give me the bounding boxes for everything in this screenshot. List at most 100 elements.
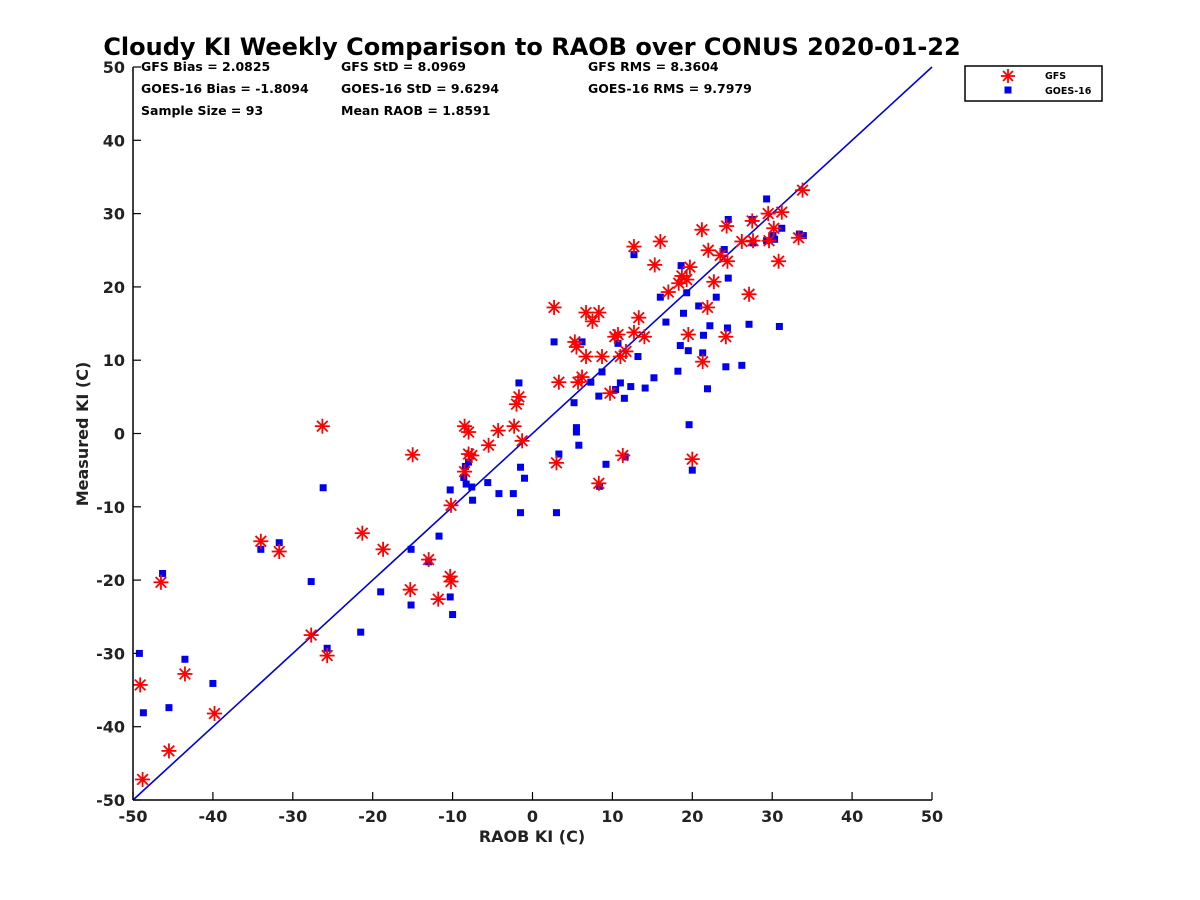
goes16-point [778,224,786,232]
goes16-point [517,509,525,517]
one-to-one-line [132,66,933,801]
gfs-point [153,574,169,590]
gfs-point [578,349,594,365]
y-axis-label: Measured KI (C) [73,362,92,507]
goes16-point [555,450,563,458]
goes16-point [722,363,730,371]
legend-gfs-marker [1001,69,1015,83]
goes16-point [435,532,443,540]
goes16-point [650,374,658,382]
gfs-point [761,233,777,249]
gfs-point [615,447,631,463]
gfs-point [443,574,459,590]
y-tick-label: -50 [96,791,125,810]
gfs-point [481,437,497,453]
gfs-point [430,591,446,607]
gfs-point [546,299,562,315]
gfs-point [706,274,722,290]
gfs-point [551,374,567,390]
gfs-point [631,310,647,326]
goes16-point [181,655,189,663]
goes16-point [595,392,603,400]
x-tick-label: 30 [761,807,783,826]
goes16-point [680,309,688,317]
gfs-point [354,525,370,541]
goes16-point [775,322,783,330]
goes16-point [446,486,454,494]
gfs-point [652,233,668,249]
gfs-point [206,706,222,722]
goes16-point [683,289,691,297]
x-tick-label: -30 [278,807,307,826]
goes16-point [469,496,477,504]
stat-goes16-bias: GOES-16 Bias = -1.8094 [141,81,309,96]
goes16-point [799,232,807,240]
gfs-point [636,329,652,345]
goes16-point [552,509,560,517]
chart-title: Cloudy KI Weekly Comparison to RAOB over… [103,33,960,61]
gfs-point [766,220,782,236]
goes16-point [685,421,693,429]
gfs-point [591,305,607,321]
goes16-point [695,302,703,310]
goes16-point [515,379,523,387]
gfs-point [574,369,590,385]
goes16-point [634,353,642,361]
gfs-point [774,204,790,220]
goes16-point [706,322,714,330]
gfs-point [584,313,600,329]
gfs-point [402,582,418,598]
goes16-point [699,349,707,357]
goes16-point [720,246,728,254]
gfs-point [719,253,735,269]
goes16-point [465,458,473,466]
goes16-point [614,339,622,347]
goes16-point [738,361,746,369]
gfs-point [699,299,715,315]
goes16-point [616,379,624,387]
goes16-point [550,338,558,346]
goes16-point [630,251,638,259]
goes16-point [699,331,707,339]
goes16-point [446,593,454,601]
legend-goes16-label: GOES-16 [1045,86,1092,97]
goes16-point [407,601,415,609]
gfs-point [791,230,807,246]
gfs-point [457,464,473,480]
gfs-point [548,455,564,471]
gfs-point [568,339,584,355]
gfs-point [684,451,700,467]
gfs-point [177,666,193,682]
gfs-point [314,418,330,434]
gfs-point [421,552,437,568]
gfs-point [660,284,676,300]
goes16-point [319,484,327,492]
gfs-point [405,447,421,463]
goes16-point [724,274,732,282]
goes16-point [674,367,682,375]
stat-gfs-bias: GFS Bias = 2.0825 [141,59,270,74]
stat-sample-size: Sample Size = 93 [141,103,263,118]
y-tick-label: 50 [103,58,125,77]
stat-goes16-rms: GOES-16 RMS = 9.7979 [588,81,752,96]
gfs-point [135,771,151,787]
x-tick-label: -50 [119,807,148,826]
goes16-point [587,378,595,386]
gfs-point [718,329,734,345]
legend-gfs-asterisk [1001,69,1015,83]
gfs-point [700,242,716,258]
gfs-point [319,648,335,664]
goes16-point [598,368,606,376]
stat-goes16-std: GOES-16 StD = 9.6294 [341,81,499,96]
legend-box [964,65,1103,102]
stat-gfs-std: GFS StD = 8.0969 [341,59,466,74]
axes [132,66,933,801]
goes16-point [572,428,580,436]
gfs-point [511,389,527,405]
goes16-point [684,347,692,355]
gfs-point [594,349,610,365]
y-tick-label: 0 [114,425,125,444]
goes16-point [656,293,664,301]
